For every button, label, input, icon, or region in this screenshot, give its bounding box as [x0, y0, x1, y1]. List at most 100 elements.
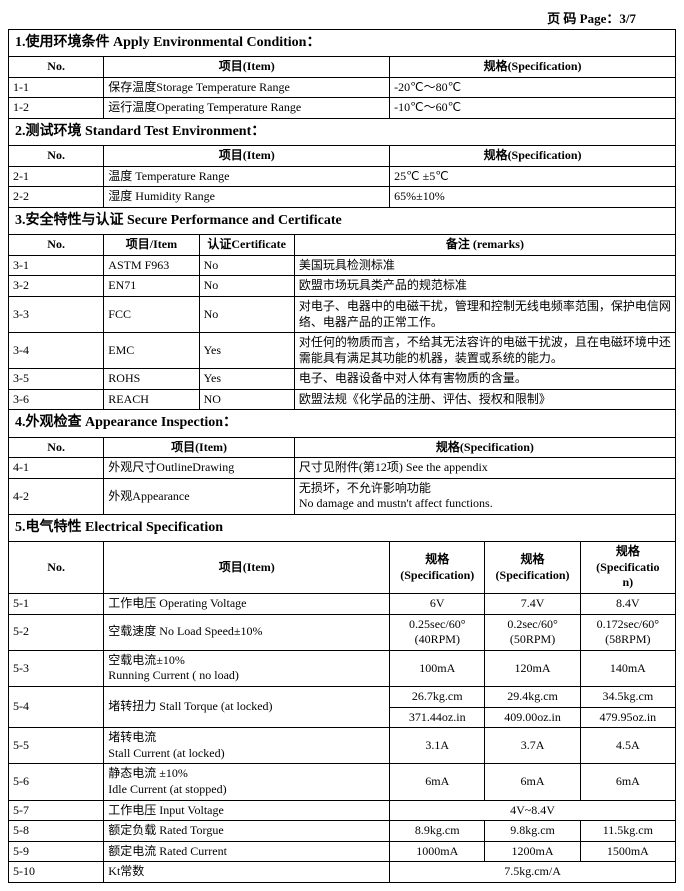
cell-no: 3-3 [9, 296, 104, 332]
cell-no: 3-4 [9, 333, 104, 369]
s3-h-cert: 认证Certificate [199, 235, 294, 256]
cell-cert: No [199, 255, 294, 276]
cell-no: 5-2 [9, 614, 104, 650]
cell-cert: No [199, 296, 294, 332]
cell-spec: 3.7A [485, 728, 580, 764]
s2-h-spec: 规格(Specification) [390, 146, 676, 167]
section1-title: 1.使用环境条件 Apply Environmental Condition： [9, 30, 676, 57]
cell-item: 堵转电流 Stall Current (at locked) [104, 728, 390, 764]
table-row: 3-6 REACH NO 欧盟法规《化学品的注册、评估、授权和限制》 [9, 389, 676, 410]
cell-no: 2-2 [9, 187, 104, 208]
cell-item: 外观尺寸OutlineDrawing [104, 458, 295, 479]
cell-spec: 4V~8.4V [390, 800, 676, 821]
cell-spec: 6V [390, 594, 485, 615]
cell-item: 工作电压 Operating Voltage [104, 594, 390, 615]
cell-no: 1-2 [9, 98, 104, 119]
s3-h-item: 项目/Item [104, 235, 199, 256]
table-row: 4-1 外观尺寸OutlineDrawing 尺寸见附件(第12项) See t… [9, 458, 676, 479]
s3-h-remarks: 备注 (remarks) [294, 235, 675, 256]
cell-no: 1-1 [9, 77, 104, 98]
table-row: 5-6 静态电流 ±10% Idle Current (at stopped) … [9, 764, 676, 800]
cell-spec: 6mA [485, 764, 580, 800]
cell-item: Kt常数 [104, 862, 390, 883]
cell-remarks: 欧盟法规《化学品的注册、评估、授权和限制》 [294, 389, 675, 410]
s4-h-no: No. [9, 437, 104, 458]
table-row: 5-8 额定负载 Rated Torgue 8.9kg.cm 9.8kg.cm … [9, 821, 676, 842]
table-row: 3-4 EMC Yes 对任何的物质而言，不给其无法容许的电磁干扰波，且在电磁环… [9, 333, 676, 369]
table-row: 3-2 EN71 No 欧盟市场玩具类产品的规范标准 [9, 276, 676, 297]
cell-item: 保存温度Storage Temperature Range [104, 77, 390, 98]
cell-cert: Yes [199, 369, 294, 390]
cell-item: 空载电流±10% Running Current ( no load) [104, 650, 390, 686]
cell-spec: 11.5kg.cm [580, 821, 675, 842]
cell-spec: 6mA [580, 764, 675, 800]
cell-item: 静态电流 ±10% Idle Current (at stopped) [104, 764, 390, 800]
cell-no: 5-3 [9, 650, 104, 686]
table-row: 5-2 空载速度 No Load Speed±10% 0.25sec/60° (… [9, 614, 676, 650]
cell-item: 外观Appearance [104, 478, 295, 514]
cell-spec: 29.4kg.cm [485, 686, 580, 707]
cell-spec: 4.5A [580, 728, 675, 764]
section5-title: 5.电气特性 Electrical Specification [9, 515, 676, 542]
s5-h-item: 项目(Item) [104, 542, 390, 594]
cell-spec: 25℃ ±5℃ [390, 166, 676, 187]
cell-item: 运行温度Operating Temperature Range [104, 98, 390, 119]
table-row: 5-4 堵转扭力 Stall Torque (at locked) 26.7kg… [9, 686, 676, 707]
cell-no: 5-9 [9, 841, 104, 862]
cell-spec: 371.44oz.in [390, 707, 485, 728]
cell-spec: 3.1A [390, 728, 485, 764]
table-row: 5-3 空载电流±10% Running Current ( no load) … [9, 650, 676, 686]
cell-spec: 9.8kg.cm [485, 821, 580, 842]
cell-no: 5-7 [9, 800, 104, 821]
cell-item: REACH [104, 389, 199, 410]
s5-h-spec1: 规格 (Specification) [390, 542, 485, 594]
table-row: 5-10 Kt常数 7.5kg.cm/A [9, 862, 676, 883]
table-row: 1-1 保存温度Storage Temperature Range -20℃～8… [9, 77, 676, 98]
table-row: 5-9 额定电流 Rated Current 1000mA 1200mA 150… [9, 841, 676, 862]
table-row: 4-2 外观Appearance 无损坏，不允许影响功能 No damage a… [9, 478, 676, 514]
cell-item: EMC [104, 333, 199, 369]
cell-spec: 8.9kg.cm [390, 821, 485, 842]
cell-spec: 8.4V [580, 594, 675, 615]
s5-h-spec3: 规格 (Specificatio n) [580, 542, 675, 594]
cell-spec: 1500mA [580, 841, 675, 862]
cell-item: 空载速度 No Load Speed±10% [104, 614, 390, 650]
cell-item: 湿度 Humidity Range [104, 187, 390, 208]
cell-spec: 65%±10% [390, 187, 676, 208]
cell-no: 5-4 [9, 686, 104, 727]
cell-cert: No [199, 276, 294, 297]
cell-no: 4-2 [9, 478, 104, 514]
table-row: 5-5 堵转电流 Stall Current (at locked) 3.1A … [9, 728, 676, 764]
cell-remarks: 对电子、电器中的电磁干扰，管理和控制无线电频率范围，保护电信网络、电器产品的正常… [294, 296, 675, 332]
cell-no: 5-10 [9, 862, 104, 883]
cell-spec: -20℃～80℃ [390, 77, 676, 98]
cell-spec: 479.95oz.in [580, 707, 675, 728]
table-row: 2-1 温度 Temperature Range 25℃ ±5℃ [9, 166, 676, 187]
cell-spec: 7.5kg.cm/A [390, 862, 676, 883]
cell-spec: 26.7kg.cm [390, 686, 485, 707]
cell-spec: 1200mA [485, 841, 580, 862]
cell-spec: 无损坏，不允许影响功能 No damage and mustn't affect… [294, 478, 675, 514]
cell-remarks: 欧盟市场玩具类产品的规范标准 [294, 276, 675, 297]
cell-cert: NO [199, 389, 294, 410]
cell-no: 5-1 [9, 594, 104, 615]
cell-item: 温度 Temperature Range [104, 166, 390, 187]
cell-spec: 409.00oz.in [485, 707, 580, 728]
cell-item: 额定负载 Rated Torgue [104, 821, 390, 842]
cell-no: 3-2 [9, 276, 104, 297]
cell-item: 工作电压 Input Voltage [104, 800, 390, 821]
s3-h-no: No. [9, 235, 104, 256]
cell-spec: 0.25sec/60° (40RPM) [390, 614, 485, 650]
cell-spec: 140mA [580, 650, 675, 686]
cell-no: 5-6 [9, 764, 104, 800]
s5-h-spec2: 规格 (Specification) [485, 542, 580, 594]
cell-spec: 0.172sec/60° (58RPM) [580, 614, 675, 650]
table-row: 5-1 工作电压 Operating Voltage 6V 7.4V 8.4V [9, 594, 676, 615]
cell-item: 额定电流 Rated Current [104, 841, 390, 862]
cell-spec: 34.5kg.cm [580, 686, 675, 707]
cell-spec: 7.4V [485, 594, 580, 615]
cell-no: 5-8 [9, 821, 104, 842]
table-row: 3-5 ROHS Yes 电子、电器设备中对人体有害物质的含量。 [9, 369, 676, 390]
cell-spec: 6mA [390, 764, 485, 800]
section4-title: 4.外观检查 Appearance Inspection： [9, 410, 676, 437]
